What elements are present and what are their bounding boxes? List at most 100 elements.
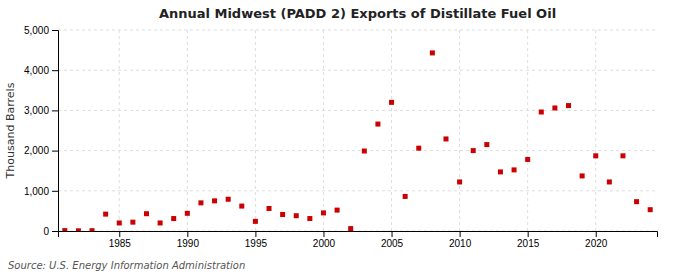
point — [634, 199, 639, 204]
point — [362, 149, 367, 154]
grid-line-x — [527, 30, 528, 231]
x-axis-tick: 2005 — [381, 231, 404, 249]
y-axis-tick: 1,000 — [24, 186, 58, 197]
plot-area: 1985 1990 1995 2000 2005 2010 2015 2020 0 1,000 2,… — [24, 25, 658, 249]
grid-line-x — [595, 30, 596, 231]
grid-line-x — [459, 30, 460, 231]
y-axis-tick-label: 5,000 — [24, 25, 49, 36]
x-axis-tick-label: 2015 — [517, 238, 540, 249]
point — [539, 110, 544, 115]
point — [620, 153, 625, 158]
point — [648, 207, 653, 212]
y-axis-tick-mark — [52, 110, 58, 111]
point — [471, 148, 476, 153]
x-axis-tick-label: 1985 — [109, 238, 132, 249]
x-axis-tick-mark — [460, 231, 461, 237]
x-axis-tick: 2010 — [449, 231, 472, 249]
y-axis-tick: 5,000 — [24, 25, 58, 36]
point — [103, 212, 108, 217]
point — [348, 226, 353, 231]
x-axis-tick-mark — [596, 231, 597, 237]
point — [580, 173, 585, 178]
point — [294, 213, 299, 218]
x-axis-tick-mark — [323, 231, 324, 237]
x-axis-tick-label: 2010 — [449, 238, 472, 249]
y-axis-tick-label: 4,000 — [24, 65, 49, 76]
point — [130, 220, 135, 225]
point — [62, 228, 67, 231]
x-axis-tick-mark — [255, 231, 256, 237]
x-axis-tick: 1995 — [245, 231, 268, 249]
point — [267, 206, 272, 211]
y-axis-tick: 4,000 — [24, 65, 58, 76]
grid-line-y — [58, 150, 657, 151]
point — [498, 169, 503, 174]
point — [512, 167, 517, 172]
point — [90, 228, 95, 231]
point — [226, 197, 231, 202]
point — [117, 220, 122, 225]
chart-svg: 1985 1990 1995 2000 2005 2010 2015 2020 0 1,000 2,… — [0, 0, 675, 275]
y-axis: 0 1,000 2,000 3,000 4,000 5,000 — [24, 25, 59, 237]
x-axis-tick-mark — [187, 231, 188, 237]
x-axis-tick-mark — [528, 231, 529, 237]
point — [171, 216, 176, 221]
point — [403, 194, 408, 199]
x-axis-line — [59, 232, 658, 238]
point — [335, 208, 340, 213]
x-axis-tick-label: 1990 — [177, 238, 200, 249]
y-axis-line — [52, 31, 59, 232]
point — [307, 216, 312, 221]
grid-line-x — [187, 30, 188, 231]
point — [253, 219, 258, 224]
point — [457, 179, 462, 184]
y-axis-tick: 0 — [43, 226, 58, 237]
x-axis-tick-label: 2005 — [381, 238, 404, 249]
point — [443, 136, 448, 141]
chart-container: 1985 1990 1995 2000 2005 2010 2015 2020 0 1,000 2,… — [0, 0, 675, 275]
grid-line-x — [323, 30, 324, 231]
point — [280, 212, 285, 217]
point — [552, 105, 557, 110]
grid-line-y — [58, 110, 657, 111]
point — [158, 220, 163, 225]
y-axis-tick-label: 1,000 — [24, 186, 49, 197]
point — [198, 200, 203, 205]
grid-line-y — [58, 190, 657, 191]
point — [239, 204, 244, 209]
point — [212, 198, 217, 203]
x-axis-tick-mark — [392, 231, 393, 237]
title: Annual Midwest (PADD 2) Exports of Disti… — [159, 6, 556, 21]
y-axis-tick-mark — [52, 231, 58, 232]
point — [566, 103, 571, 108]
y-axis-tick-label: 2,000 — [24, 145, 49, 156]
source: Source: U.S. Energy Information Administ… — [8, 260, 245, 271]
x-axis-tick: 2000 — [313, 231, 336, 249]
grid-line-y — [58, 30, 657, 31]
grid-line-x — [119, 30, 120, 231]
x-axis-tick-mark — [119, 231, 120, 237]
grid-line-x — [255, 30, 256, 231]
y-axis-tick-mark — [52, 70, 58, 71]
y-axis-tick-mark — [52, 191, 58, 192]
x-axis-tick: 1990 — [177, 231, 200, 249]
y-axis-label: Thousand Barrels — [4, 82, 17, 179]
y-axis-tick-label: 0 — [43, 226, 49, 237]
point — [185, 211, 190, 216]
point — [484, 142, 489, 147]
point — [430, 50, 435, 55]
y-axis-tick-mark — [52, 151, 58, 152]
marks — [62, 50, 652, 231]
point — [76, 228, 81, 231]
point — [593, 153, 598, 158]
x-axis-tick-label: 2020 — [585, 238, 608, 249]
grid-line-x — [391, 30, 392, 231]
x-axis-tick-label: 1995 — [245, 238, 268, 249]
point — [321, 210, 326, 215]
y-axis-tick-label: 3,000 — [24, 105, 49, 116]
point — [416, 146, 421, 151]
y-axis-tick: 2,000 — [24, 145, 58, 156]
x-axis-tick: 2015 — [517, 231, 540, 249]
x-axis: 1985 1990 1995 2000 2005 2010 2015 2020 — [59, 231, 658, 249]
point — [144, 211, 149, 216]
